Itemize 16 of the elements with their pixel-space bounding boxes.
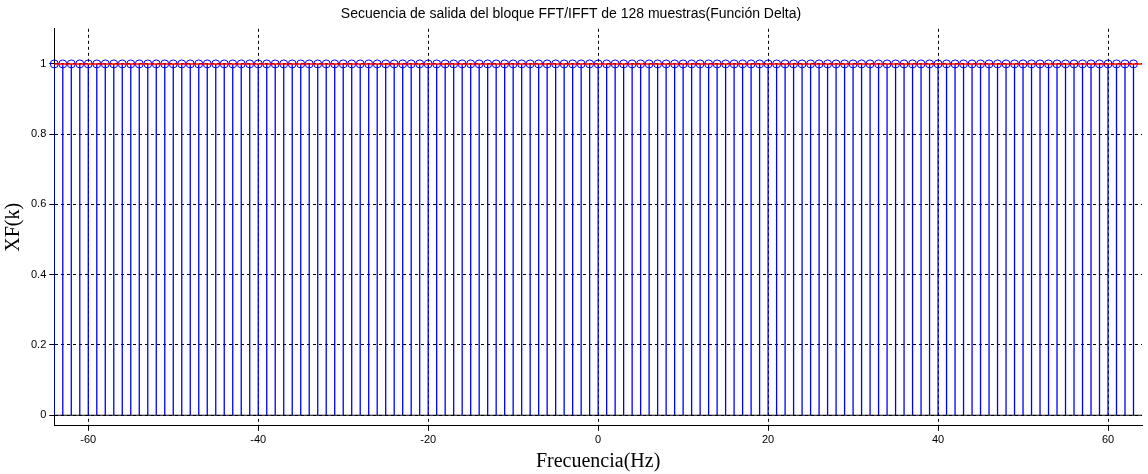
x-tick-label: -20 — [420, 433, 437, 446]
x-tick-label: -40 — [250, 433, 267, 446]
y-axis-title: XF(k) — [1, 202, 25, 252]
chart-title: Secuencia de salida del bloque FFT/IFFT de 128 muestras(Función Delta) — [340, 5, 802, 22]
y-tick-label: 1 — [40, 56, 47, 69]
x-tick-label: 0 — [595, 433, 602, 446]
y-tick-label: 0.6 — [30, 197, 47, 210]
y-tick-label: 0.2 — [30, 338, 47, 351]
y-tick-label: 0 — [40, 408, 47, 421]
x-tick-label: 60 — [1101, 433, 1115, 446]
x-tick-label: 40 — [931, 433, 945, 446]
y-tick-label: 0.8 — [30, 127, 47, 140]
y-tick-label: 0.4 — [30, 267, 47, 280]
x-axis-title: Frecuencia(Hz) — [535, 449, 661, 473]
x-tick-label: 20 — [761, 433, 775, 446]
x-tick-label: -60 — [80, 433, 97, 446]
